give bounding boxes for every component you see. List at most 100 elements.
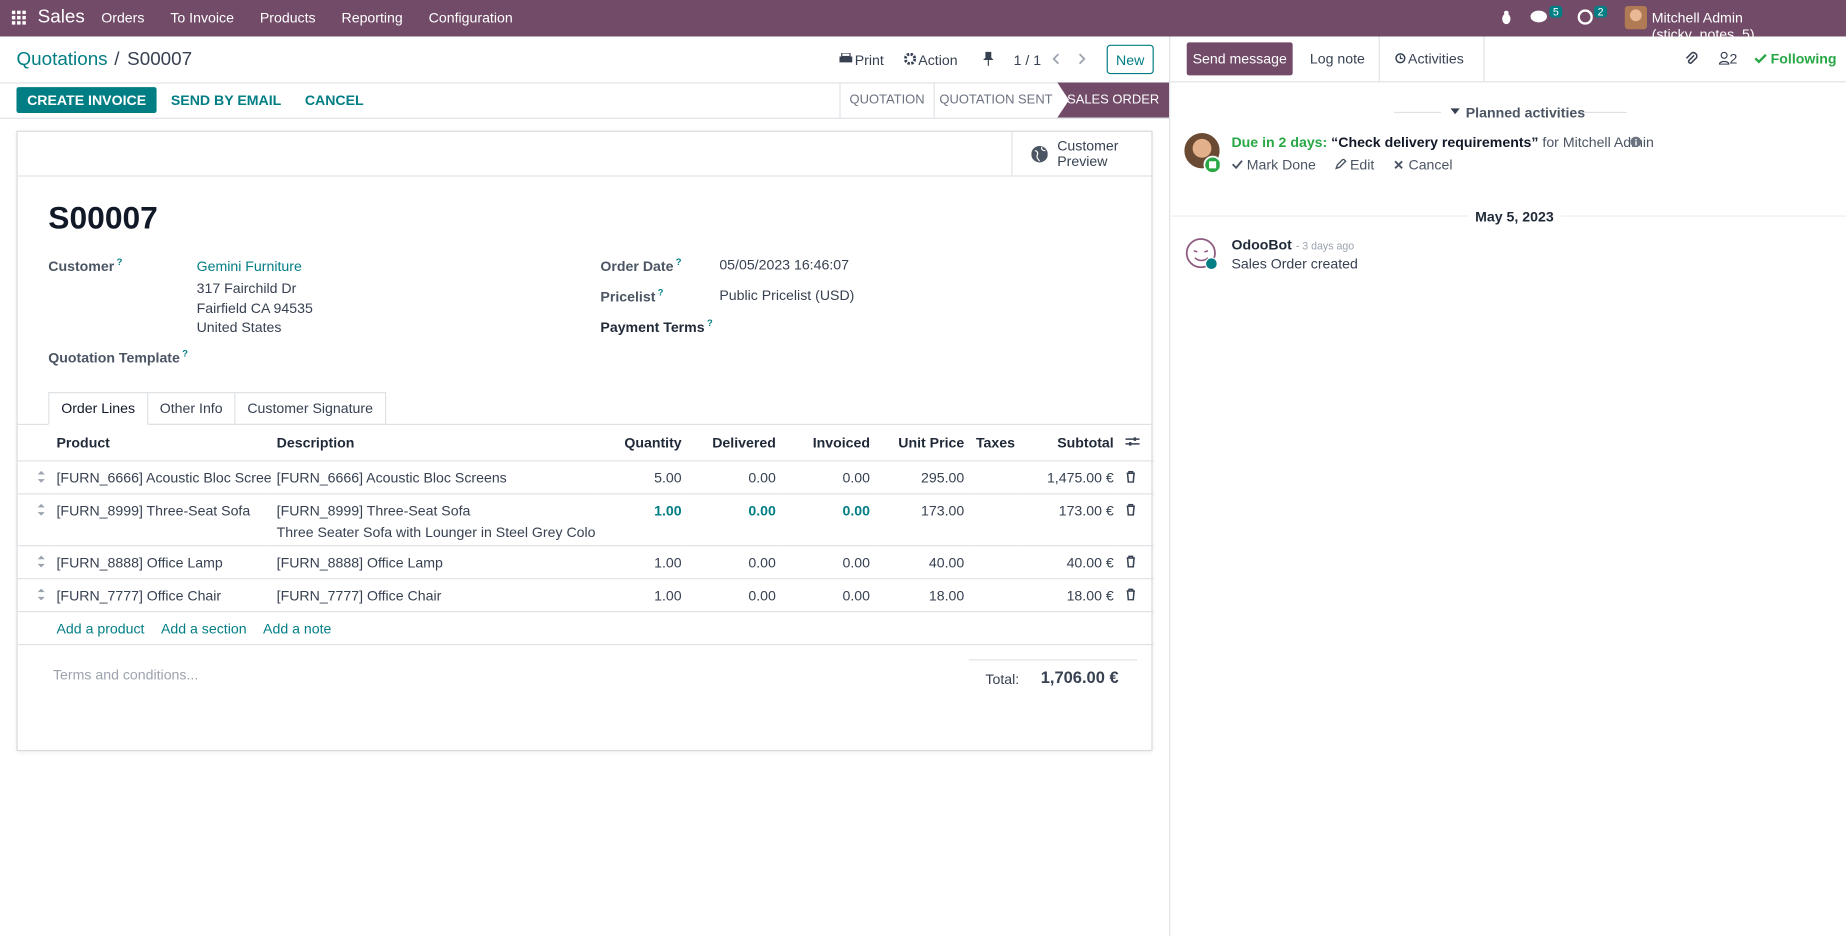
status-bar: CREATE INVOICE SEND BY EMAIL CANCEL QUOTAT…: [0, 82, 1170, 119]
menu-item[interactable]: Reporting: [341, 9, 403, 26]
help[interactable]: ?: [116, 256, 123, 268]
menu-item[interactable]: Orders: [101, 9, 145, 26]
status-button[interactable]: SEND BY EMAIL: [170, 91, 282, 109]
description-line: [FURN_7777] Office Chair: [276, 587, 442, 604]
help[interactable]: ?: [657, 287, 664, 298]
followers-count[interactable]: 2: [1729, 50, 1738, 68]
send-message[interactable]: Send message: [1186, 42, 1293, 76]
activity-action[interactable]: Edit: [1334, 156, 1375, 174]
stage[interactable]: SALES ORDER: [1057, 82, 1170, 118]
order-date[interactable]: 05/05/2023 16:46:07: [719, 256, 849, 274]
drag-handle[interactable]: [36, 503, 45, 516]
stage[interactable]: QUOTATION: [839, 82, 933, 118]
new-button[interactable]: New: [1106, 44, 1154, 75]
activity-action[interactable]: Mark Done: [1231, 156, 1316, 174]
customer-preview-label: Customer Preview: [1057, 137, 1119, 170]
customer-preview[interactable]: Customer Preview: [1011, 131, 1153, 176]
column-header[interactable]: Taxes: [975, 434, 1015, 451]
activity-action-label: Edit: [1349, 156, 1375, 174]
total-label: Total:: [985, 671, 1020, 688]
user-avatar[interactable]: [1624, 5, 1648, 30]
order-line[interactable]: [FURN_8999] Three-Seat Sofa [FURN_8999] T…: [17, 493, 1154, 546]
help[interactable]: ?: [182, 348, 188, 360]
drag-handle[interactable]: [36, 470, 45, 483]
description-cell: [FURN_8999] Three-Seat Sofa Three Seater …: [270, 493, 596, 546]
help[interactable]: ?: [675, 256, 682, 268]
order-line[interactable]: [FURN_8888] Office Lamp [FURN_8888] Offic…: [17, 545, 1154, 579]
debug-icon[interactable]: [1500, 10, 1513, 25]
pricelist[interactable]: Public Pricelist (USD): [719, 287, 855, 304]
drag-handle[interactable]: [36, 588, 45, 601]
delete: [1119, 545, 1154, 579]
control-panel: Quotations / S00007 Print Action 1 / 1 N…: [0, 36, 1170, 84]
field-label: Order Date: [600, 257, 674, 275]
activity-action-label: Mark Done: [1246, 156, 1316, 174]
menu-item[interactable]: Configuration: [428, 9, 513, 26]
drag-handle[interactable]: [36, 555, 45, 568]
activity-actions: Mark Done Edit Cancel: [1231, 157, 1452, 173]
tab[interactable]: Customer Signature: [235, 392, 386, 426]
planned-header[interactable]: Planned activities: [1465, 104, 1586, 122]
activities-tab[interactable]: Activities: [1378, 36, 1485, 82]
quantity-cell: 5.00: [595, 460, 688, 494]
status-button[interactable]: CANCEL: [304, 91, 364, 109]
breadcrumb-parent[interactable]: Quotations: [16, 49, 108, 70]
sheet: Customer Preview S00007 Customer? Gemini…: [16, 130, 1154, 752]
address-line: 317 Fairchild Dr: [196, 280, 297, 297]
address: 317 Fairchild Dr Fairfield CA 94535 United…: [197, 279, 313, 337]
add-link[interactable]: Add a product: [56, 620, 145, 637]
follower-icon[interactable]: [1718, 51, 1730, 65]
customer-link[interactable]: Gemini Furniture: [196, 257, 302, 275]
info-icon[interactable]: [1630, 136, 1642, 148]
quantity-cell: 1.00: [595, 545, 688, 579]
trash-icon[interactable]: [1125, 503, 1136, 516]
description-line: [FURN_8888] Office Lamp: [276, 554, 443, 571]
description-cell: [FURN_6666] Acoustic Bloc Screens: [270, 460, 596, 494]
activities-icon[interactable]: [1577, 9, 1593, 25]
optional-columns[interactable]: [1120, 425, 1154, 461]
breadcrumb-current: S00007: [127, 49, 193, 70]
app-name[interactable]: Sales: [37, 7, 85, 28]
tab[interactable]: Other Info: [147, 392, 236, 426]
add-link[interactable]: Add a section: [160, 620, 247, 637]
column-header[interactable]: Unit Price: [898, 434, 965, 451]
add-link[interactable]: Add a note: [263, 620, 332, 637]
settings-icon[interactable]: [1125, 436, 1140, 448]
messages-badge: 5: [1549, 5, 1563, 18]
menu-item[interactable]: To Invoice: [170, 9, 234, 26]
order-line[interactable]: [FURN_7777] Office Chair [FURN_7777] Offi…: [17, 578, 1154, 612]
trash-icon[interactable]: [1125, 470, 1136, 483]
record-name: S00007: [48, 200, 158, 236]
pager-arrows[interactable]: [1051, 53, 1086, 65]
column-header[interactable]: Product: [56, 434, 110, 451]
menu-item[interactable]: Products: [259, 9, 316, 26]
messages-icon[interactable]: [1530, 9, 1548, 24]
handle: [17, 545, 51, 579]
help[interactable]: ?: [706, 317, 713, 329]
activity-due: Due in 2 days:: [1231, 134, 1328, 151]
following[interactable]: Following: [1770, 50, 1837, 68]
action-button[interactable]: Action: [918, 51, 958, 69]
log-note[interactable]: Log note: [1309, 50, 1365, 68]
trash-icon[interactable]: [1125, 555, 1136, 568]
trash-icon[interactable]: [1125, 588, 1136, 601]
column-header[interactable]: Description: [276, 434, 355, 451]
message-author[interactable]: OdooBot: [1231, 236, 1292, 254]
apps-icon[interactable]: [11, 10, 26, 25]
attachment-icon[interactable]: [1685, 51, 1698, 66]
column-header[interactable]: Quantity: [624, 434, 682, 451]
column-header[interactable]: Invoiced: [812, 434, 871, 451]
terms-placeholder[interactable]: Terms and conditions...: [52, 666, 199, 683]
order-line[interactable]: [FURN_6666] Acoustic Bloc Screens [FURN_6…: [17, 460, 1154, 494]
unit-price-cell: 40.00: [875, 545, 971, 579]
stage[interactable]: QUOTATION SENT: [933, 82, 1058, 118]
print-button[interactable]: Print: [854, 51, 884, 69]
column-header[interactable]: Delivered: [712, 434, 776, 451]
status-button[interactable]: CREATE INVOICE: [16, 87, 157, 114]
tab[interactable]: Order Lines: [48, 392, 148, 426]
column-header[interactable]: Subtotal: [1057, 434, 1114, 451]
pin-icon[interactable]: [983, 51, 994, 66]
activity-action[interactable]: Cancel: [1393, 157, 1452, 173]
